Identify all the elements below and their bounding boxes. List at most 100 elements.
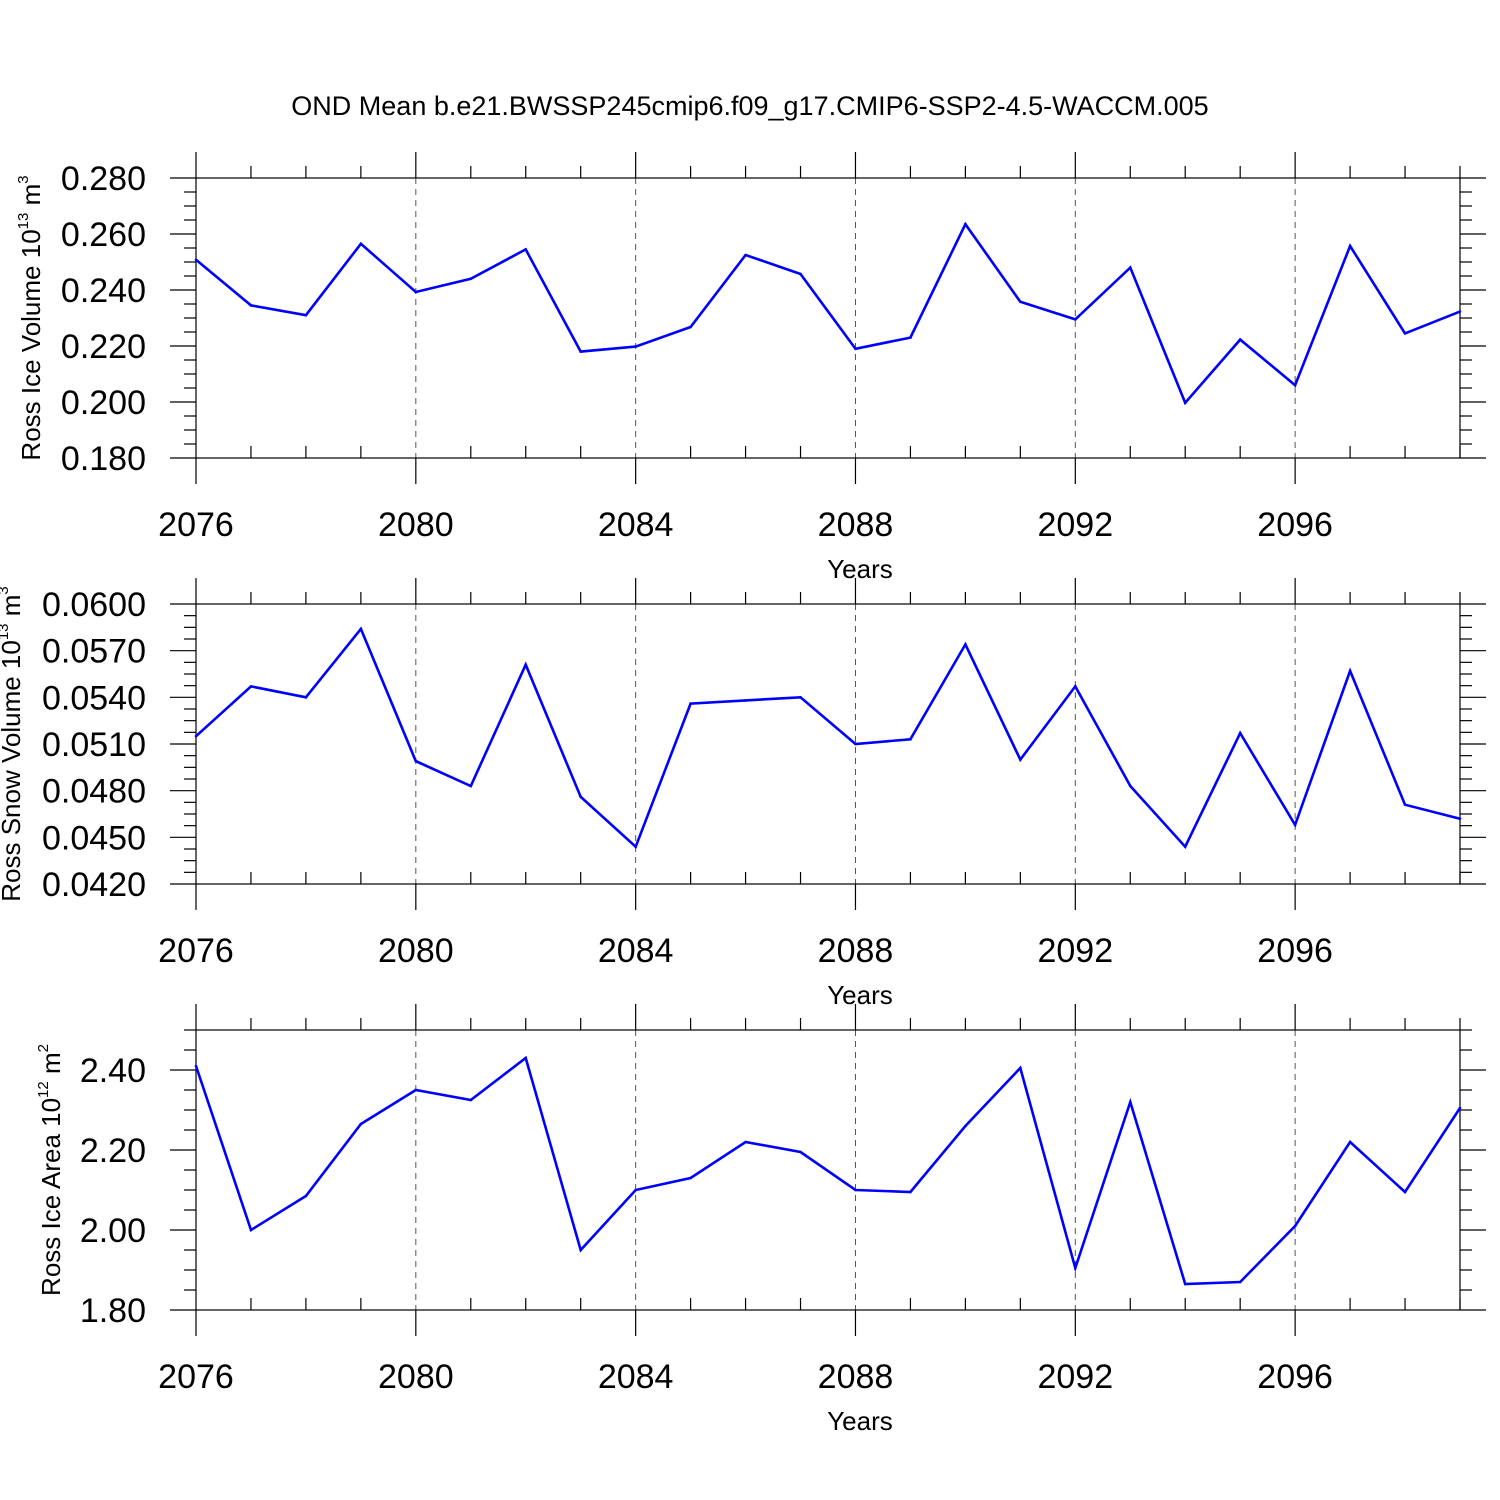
data-point [1403, 332, 1407, 335]
data-point [1348, 669, 1352, 673]
data-point [359, 1122, 363, 1126]
data-point [799, 272, 802, 276]
data-point [1128, 784, 1132, 788]
y-tick-label: 0.0420 [42, 866, 146, 904]
data-point [1183, 845, 1187, 848]
data-point [909, 738, 912, 741]
x-tick-label: 2088 [818, 1358, 894, 1396]
panels: 2076 2080 2084 2088 2092 2096 0.180 0.200 0.220 0… [0, 152, 1486, 1436]
x-ticks [195, 152, 1461, 484]
x-tick-label: 2084 [598, 506, 674, 544]
y-tick-label: 0.0480 [42, 773, 146, 811]
data-point [304, 696, 308, 699]
y-tick-label: 0.200 [61, 384, 146, 422]
data-point [1238, 338, 1242, 341]
data-point [1183, 1282, 1187, 1286]
data-point [689, 1176, 692, 1180]
data-point [1293, 823, 1297, 827]
data-point [359, 242, 363, 246]
y-tick-label: 0.0510 [42, 726, 146, 764]
y-tick-label: 0.0540 [42, 679, 146, 717]
y-tick-label: 2.20 [80, 1132, 146, 1170]
data-point [194, 1064, 198, 1068]
data-point [1293, 1224, 1297, 1228]
data-point [1074, 685, 1077, 688]
data-point [1403, 803, 1407, 806]
data-point [1128, 1100, 1132, 1104]
y-ticks [170, 603, 1486, 885]
y-axis-title: Ross Snow Volume 1013 m3 [0, 586, 26, 902]
data-points [194, 1056, 1462, 1286]
x-tick-label: 2076 [158, 932, 234, 970]
data-point [1348, 1140, 1352, 1144]
data-point [469, 784, 473, 788]
x-tick-label: 2080 [378, 506, 454, 544]
data-point [469, 1098, 473, 1102]
data-point [634, 845, 637, 848]
panel-3: 2076 2080 2084 2088 2092 2096 1.80 2.00 2.20 2.40… [35, 1004, 1486, 1436]
data-point [1403, 1190, 1407, 1194]
x-tick-label: 2076 [158, 506, 234, 544]
data-point [304, 1194, 308, 1198]
x-tick-label: 2088 [818, 932, 894, 970]
x-tick-label: 2084 [598, 1358, 674, 1396]
data-point [799, 1150, 802, 1154]
data-point [414, 1088, 418, 1092]
x-tick-label: 2096 [1257, 932, 1333, 970]
data-point [1348, 244, 1352, 248]
data-point [579, 795, 582, 799]
data-point [1458, 1106, 1462, 1110]
data-point [964, 643, 967, 646]
y-tick-label: 0.240 [61, 272, 146, 310]
data-point [909, 336, 912, 339]
data-point [1074, 1266, 1077, 1270]
data-point [1019, 300, 1022, 304]
y-tick-label: 0.0450 [42, 819, 146, 857]
data-point [194, 258, 198, 262]
x-tick-label: 2088 [818, 506, 894, 544]
data-point [1238, 1280, 1242, 1284]
data-point [689, 325, 692, 329]
x-tick-label: 2092 [1037, 1358, 1113, 1396]
y-tick-label: 0.280 [61, 160, 146, 198]
series-line [194, 1055, 1462, 1286]
data-point [194, 734, 198, 738]
data-point [304, 313, 308, 317]
data-point [469, 277, 473, 281]
y-axis-title: Ross Ice Area 1012 m2 [35, 1044, 66, 1296]
data-point [359, 627, 363, 631]
x-tick-label: 2080 [378, 932, 454, 970]
data-point [964, 1124, 967, 1128]
data-point [249, 304, 253, 307]
data-point [1019, 758, 1022, 761]
y-tick-label: 0.180 [61, 440, 146, 478]
x-axis-title: Years [827, 1406, 893, 1436]
panel-1: 2076 2080 2084 2088 2092 2096 0.180 0.200 0.220 0… [15, 152, 1486, 584]
data-point [1458, 310, 1462, 313]
x-tick-label: 2096 [1257, 1358, 1333, 1396]
data-point [1458, 817, 1462, 820]
y-ticks [170, 1029, 1486, 1311]
series-line [195, 626, 1461, 850]
figure-title: OND Mean b.e21.BWSSP245cmip6.f09_g17.CMI… [291, 91, 1208, 121]
data-point [414, 759, 418, 763]
data-point [1128, 266, 1132, 269]
plot-frame [195, 603, 1461, 885]
data-point [964, 222, 967, 226]
y-tick-label: 1.80 [80, 1292, 146, 1330]
data-point [1293, 383, 1297, 387]
y-axis-title: Ross Ice Volume 1013 m3 [15, 175, 46, 460]
data-point [799, 696, 802, 699]
x-tick-label: 2092 [1037, 932, 1113, 970]
y-ticks [170, 177, 1486, 459]
x-tick-label: 2092 [1037, 506, 1113, 544]
x-tick-label: 2076 [158, 1358, 234, 1396]
y-tick-label: 0.260 [61, 216, 146, 254]
y-tick-label: 0.220 [61, 328, 146, 366]
y-tick-label: 0.0570 [42, 633, 146, 671]
data-points [194, 627, 1462, 848]
data-point [249, 685, 253, 688]
plot-frame [195, 177, 1461, 459]
data-point [524, 663, 528, 666]
